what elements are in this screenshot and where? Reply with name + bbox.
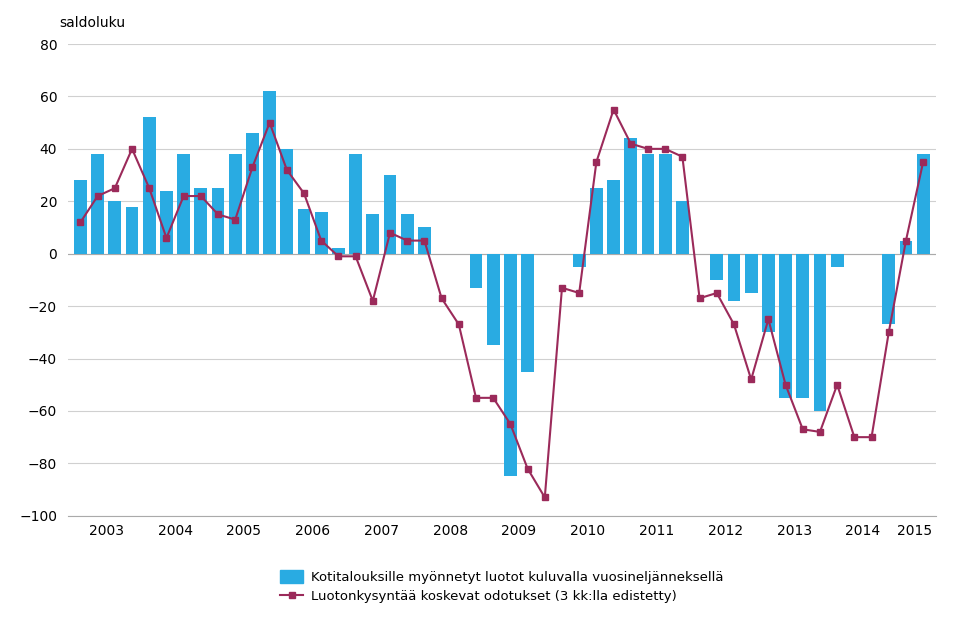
Bar	[762, 253, 775, 332]
Bar	[160, 191, 173, 253]
Bar	[297, 209, 311, 253]
Bar	[332, 248, 345, 253]
Bar	[194, 188, 207, 253]
Bar	[796, 253, 810, 398]
Bar	[470, 253, 482, 287]
Bar	[624, 138, 637, 253]
Bar	[504, 253, 517, 476]
Bar	[74, 181, 87, 253]
Bar	[642, 154, 654, 253]
Bar	[486, 253, 500, 345]
Bar	[831, 253, 843, 267]
Bar	[349, 154, 362, 253]
Bar	[659, 154, 672, 253]
Bar	[882, 253, 896, 325]
Bar	[400, 214, 414, 253]
Bar	[367, 214, 379, 253]
Bar	[229, 154, 241, 253]
Bar	[418, 228, 430, 253]
Bar	[383, 175, 397, 253]
Bar	[178, 154, 190, 253]
Bar	[607, 181, 620, 253]
Bar	[710, 253, 723, 280]
Bar	[899, 240, 912, 253]
Bar	[281, 149, 293, 253]
Bar	[779, 253, 792, 398]
Bar	[676, 201, 689, 253]
Bar	[917, 154, 929, 253]
Bar	[813, 253, 826, 411]
Bar	[590, 188, 603, 253]
Bar	[745, 253, 758, 293]
Bar	[125, 206, 139, 253]
Bar	[108, 201, 122, 253]
Bar	[211, 188, 225, 253]
Bar	[315, 212, 328, 253]
Bar	[573, 253, 586, 267]
Legend: Kotitalouksille myönnetyt luotot kuluvalla vuosineljänneksellä, Luotonkysyntää k: Kotitalouksille myönnetyt luotot kuluval…	[280, 569, 724, 603]
Bar	[246, 133, 259, 253]
Bar	[263, 91, 276, 253]
Text: saldoluku: saldoluku	[59, 16, 125, 30]
Bar	[143, 118, 155, 253]
Bar	[92, 154, 104, 253]
Bar	[521, 253, 534, 372]
Bar	[728, 253, 740, 301]
